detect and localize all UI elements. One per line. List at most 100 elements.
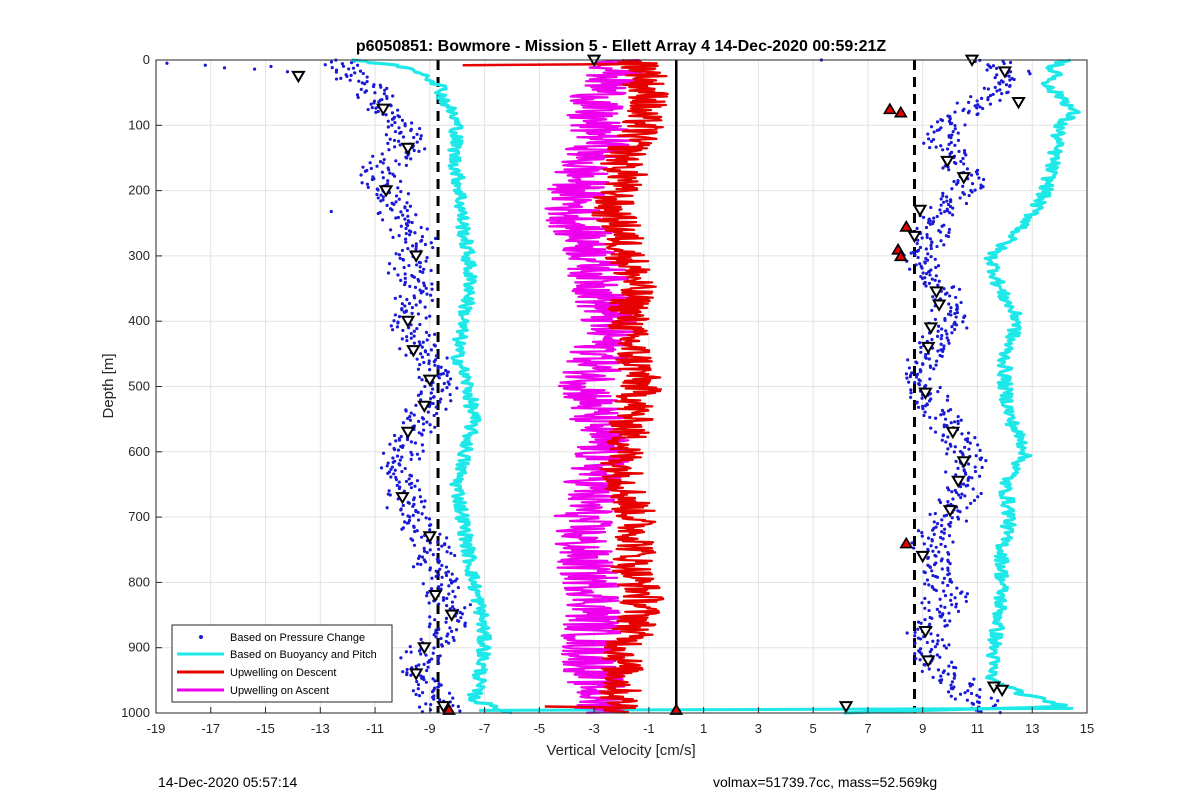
pressure-change-point: [931, 528, 935, 532]
pressure-change-point: [962, 482, 966, 486]
pressure-change-point: [339, 76, 343, 80]
pressure-change-point: [436, 685, 440, 689]
pressure-change-point: [414, 303, 418, 307]
upwelling-descent-line: [591, 58, 669, 714]
pressure-change-point: [409, 336, 413, 340]
pressure-change-point: [929, 139, 934, 143]
pressure-change-point: [409, 128, 413, 133]
pressure-change-point: [945, 452, 949, 456]
down-triangle-marker: [378, 185, 394, 198]
pressure-change-point: [952, 450, 956, 454]
pressure-change-point: [982, 86, 986, 90]
x-axis-label: Vertical Velocity [cm/s]: [546, 742, 695, 759]
pressure-change-point: [403, 272, 407, 276]
pressure-change-point: [456, 586, 460, 590]
pressure-change-point: [434, 354, 439, 358]
pressure-change-point: [988, 102, 993, 106]
pressure-change-point: [386, 119, 390, 123]
pressure-change-point: [411, 504, 415, 508]
pressure-change-point: [954, 323, 959, 327]
pressure-change-point: [969, 501, 973, 505]
pressure-change-point: [947, 341, 951, 345]
pressure-change-point: [423, 242, 428, 247]
pressure-change-point: [428, 367, 432, 372]
pressure-change-point: [436, 540, 440, 544]
pressure-change-point: [948, 309, 953, 313]
pressure-change-point: [358, 69, 363, 73]
pressure-change-point: [934, 416, 938, 420]
pressure-change-point: [954, 182, 959, 186]
pressure-change-point: [940, 408, 945, 413]
upwelling-descent-line: [544, 705, 636, 710]
pressure-change-point: [978, 448, 982, 452]
pressure-change-point: [416, 510, 420, 515]
pressure-change-point: [432, 395, 436, 399]
pressure-change-point: [449, 551, 453, 555]
pressure-change-point: [424, 330, 429, 334]
pressure-change-point: [933, 278, 937, 282]
pressure-change-point: [927, 583, 931, 587]
pressure-change-point: [392, 138, 397, 143]
pressure-change-point: [956, 415, 960, 419]
pressure-change-point: [394, 216, 398, 220]
pressure-change-point: [407, 263, 411, 268]
pressure-change-point: [421, 270, 425, 274]
pressure-change-point: [420, 555, 425, 559]
pressure-change-point: [998, 82, 1002, 86]
pressure-change-point: [931, 295, 935, 299]
pressure-change-point: [954, 315, 958, 319]
pressure-change-point: [404, 479, 409, 484]
pressure-change-point: [398, 294, 402, 299]
pressure-change-point: [913, 651, 917, 656]
pressure-change-point: [957, 287, 962, 291]
pressure-change-point: [438, 698, 442, 702]
pressure-change-point: [925, 235, 929, 239]
pressure-change-point: [915, 372, 920, 376]
pressure-change-point: [950, 490, 954, 494]
pressure-change-point: [440, 544, 444, 548]
pressure-change-point: [437, 661, 441, 665]
pressure-change-point: [408, 284, 412, 289]
pressure-change-point: [929, 205, 933, 210]
pressure-change-point: [914, 656, 918, 661]
pressure-change-point: [404, 226, 408, 231]
pressure-change-point: [433, 618, 437, 622]
pressure-change-point: [970, 182, 975, 186]
upwelling-ascent-line: [544, 58, 646, 714]
pressure-change-point: [409, 331, 413, 336]
pressure-change-point: [912, 546, 916, 550]
pressure-change-point: [935, 522, 940, 526]
pressure-change-point: [415, 529, 419, 533]
pressure-change-point: [930, 308, 934, 313]
pressure-change-point: [439, 397, 443, 401]
pressure-change-point: [459, 616, 463, 620]
pressure-change-point: [386, 471, 390, 475]
pressure-change-point: [453, 579, 457, 583]
pressure-change-point: [408, 418, 413, 422]
pressure-change-point: [904, 372, 909, 376]
pressure-change-point: [938, 597, 942, 601]
pressure-change-point: [393, 296, 397, 300]
pressure-change-point: [931, 639, 935, 643]
pressure-change-point: [989, 696, 993, 700]
pressure-change-point: [397, 315, 402, 319]
pressure-change-point: [918, 379, 922, 383]
down-triangle-marker: [912, 204, 928, 218]
pressure-change-point: [392, 267, 397, 271]
pressure-change-point: [429, 396, 433, 401]
pressure-change-point: [928, 273, 932, 277]
pressure-change-point: [913, 253, 917, 257]
pressure-change-point: [920, 669, 924, 674]
pressure-change-point: [954, 666, 958, 670]
pressure-change-point: [401, 213, 405, 217]
pressure-change-point: [420, 378, 424, 382]
x-tick-label: 1: [700, 721, 707, 736]
pressure-change-point: [946, 572, 950, 577]
pressure-change-point: [964, 595, 968, 599]
pressure-change-point: [415, 132, 419, 136]
pressure-change-point: [991, 92, 995, 97]
y-tick-label: 900: [128, 640, 150, 655]
pressure-change-point: [416, 419, 421, 423]
pressure-change-point: [386, 461, 390, 465]
